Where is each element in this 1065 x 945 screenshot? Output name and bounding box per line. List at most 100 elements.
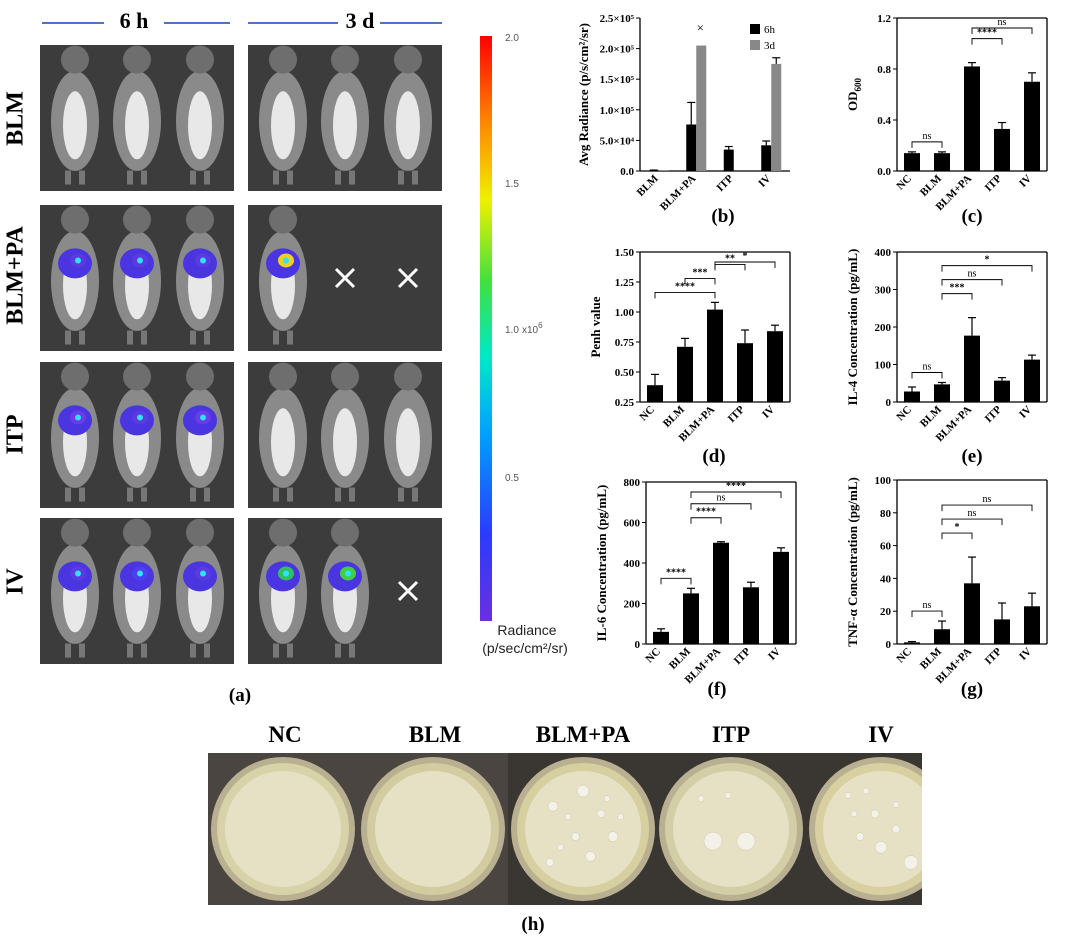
- time-header-6h: 6 h: [119, 8, 149, 33]
- bacterial-colony: [547, 800, 559, 812]
- chart-e-significance-bracket: [911, 372, 943, 379]
- bacterial-colony: [844, 792, 852, 799]
- petri-dish-itp: [656, 753, 806, 905]
- mouse-silhouette: [259, 362, 307, 502]
- header-line-3d-right: [380, 22, 442, 24]
- chart-g-ytick-label: 60: [880, 541, 892, 553]
- chart-d-bar: [767, 331, 783, 402]
- chart-e-ytick-label: 100: [875, 360, 892, 372]
- chart-g-significance-label: *: [955, 522, 960, 533]
- chart-g-significance-bracket: [911, 610, 943, 618]
- chart-f-significance-label: ****: [666, 567, 686, 578]
- chart-d-bar: [677, 346, 693, 402]
- chart-d-bar: [707, 309, 723, 402]
- bioluminescence-signal: [266, 248, 300, 279]
- chart-e-bar: [964, 335, 980, 402]
- chart-f-xtick-label: NC: [643, 646, 663, 666]
- colorbar-tick-2-0: 2.0: [505, 33, 519, 44]
- chart-g-xtick-label: ITP: [983, 645, 1005, 667]
- chart-d-significance-label: *: [743, 251, 748, 262]
- chart-c-xtick-label: NC: [894, 173, 914, 193]
- chart-g-bar: [1024, 606, 1040, 644]
- chart-b-xtick-label: ITP: [714, 172, 736, 194]
- chart-e-bar: [904, 391, 920, 402]
- header-line-3d-left: [248, 22, 338, 24]
- bacterial-colony: [571, 832, 580, 841]
- chart-g-bar: [994, 619, 1010, 644]
- chart-f-significance-label: ****: [726, 481, 746, 492]
- bioluminescence-signal: [183, 561, 217, 592]
- chart-f-ytick-label: 0: [635, 639, 641, 651]
- chart-b-ytick-label: 1.5×10⁵: [600, 74, 635, 86]
- chart-f-significance-label: ns: [717, 493, 726, 504]
- chart-c-ytick-label: 0.8: [877, 64, 891, 76]
- missing-mouse-marker: [397, 267, 419, 289]
- chart-c-significance-label: ns: [998, 17, 1007, 28]
- chart-g-significance-bracket: [941, 504, 1033, 512]
- chart-e-xtick-label: NC: [894, 404, 914, 424]
- chart-b-ytick-label: 0.0: [620, 166, 634, 178]
- chart-f-bar: [683, 593, 699, 644]
- chart-b-ytick-label: 1.0×10⁵: [600, 105, 635, 117]
- chart-b-annotation: ×: [697, 20, 704, 35]
- chart-c-bar: [964, 66, 980, 171]
- chart-d-xtick-label: NC: [637, 404, 657, 424]
- chart-g-ytick-label: 100: [875, 475, 892, 487]
- panel-label-c: (c): [961, 206, 982, 227]
- chart-e-ytick-label: 0: [886, 397, 892, 409]
- bacterial-colony: [736, 831, 756, 851]
- missing-mouse-marker: [334, 267, 356, 289]
- chart-d-bar: [737, 343, 753, 402]
- chart-f-ytick-label: 600: [624, 518, 641, 530]
- imaging-cell-itp-3d: [248, 362, 442, 508]
- chart-f-ylabel: IL-6 Concentration (pg/mL): [594, 485, 609, 642]
- chart-d-significance-bracket: [684, 277, 716, 285]
- chart-c-bar: [1024, 81, 1040, 171]
- chart-e-xtick-label: BLM: [918, 403, 945, 430]
- chart-f-significance-bracket: [690, 503, 752, 510]
- colorbar-tick-1-5: 1.5: [505, 179, 519, 190]
- chart-g-xtick-label: IV: [1017, 646, 1034, 663]
- chart-e-ytick-label: 300: [875, 285, 892, 297]
- chart-f-bar: [713, 542, 729, 644]
- chart-d-xtick-label: ITP: [726, 403, 748, 425]
- chart-b-legend-label-6h: 6h: [764, 24, 776, 36]
- bacterial-colony: [870, 809, 880, 819]
- time-header-3d: 3 d: [345, 8, 375, 33]
- chart-b-legend-label-3d: 3d: [764, 40, 776, 52]
- chart-b-bar-6h: [761, 145, 772, 171]
- chart-b-legend-swatch-6h: [750, 24, 760, 34]
- bacterial-colony: [617, 813, 624, 821]
- chart-g-bar: [904, 642, 920, 644]
- chart-b-xtick-label: IV: [756, 173, 773, 190]
- chart-g-significance-bracket: [941, 532, 973, 540]
- bacterial-colony: [603, 795, 611, 802]
- chart-b-xtick-label: BLM+PA: [658, 173, 698, 213]
- chart-b-ylabel: Avg Radiance (p/s/cm²/sr): [576, 23, 591, 166]
- bacterial-colony: [862, 787, 870, 795]
- chart-c-bar: [994, 128, 1010, 171]
- chart-d-significance-label: ***: [693, 267, 708, 278]
- chart-b-ytick-label: 2.0×10⁵: [600, 44, 635, 56]
- chart-e-significance-label: *: [985, 255, 990, 266]
- bioluminescence-signal: [58, 248, 92, 279]
- bacterial-colony: [855, 832, 865, 841]
- chart-f-ytick-label: 200: [624, 599, 641, 611]
- mouse-silhouette: [321, 45, 369, 185]
- chart-f-significance-label: ****: [696, 507, 716, 518]
- chart-e-ytick-label: 400: [875, 247, 892, 259]
- petri-dish-blm-pa: [508, 753, 658, 905]
- chart-e-significance-bracket: [941, 265, 1033, 272]
- chart-d-significance-label: **: [725, 253, 735, 264]
- missing-mouse-marker: [397, 580, 419, 602]
- chart-b-bar-3d: [696, 45, 707, 171]
- panel-label-b: (b): [711, 206, 734, 227]
- chart-d-ytick-label: 1.25: [615, 277, 635, 289]
- panel-label-e: (e): [961, 446, 982, 467]
- chart-b-legend-swatch-3d: [750, 40, 760, 50]
- dish-label-iv: IV: [868, 722, 894, 747]
- bacterial-colony: [607, 831, 619, 842]
- chart-e-significance-bracket: [941, 279, 1003, 286]
- bioluminescence-signal: [58, 405, 92, 436]
- petri-dish-blm: [358, 753, 508, 905]
